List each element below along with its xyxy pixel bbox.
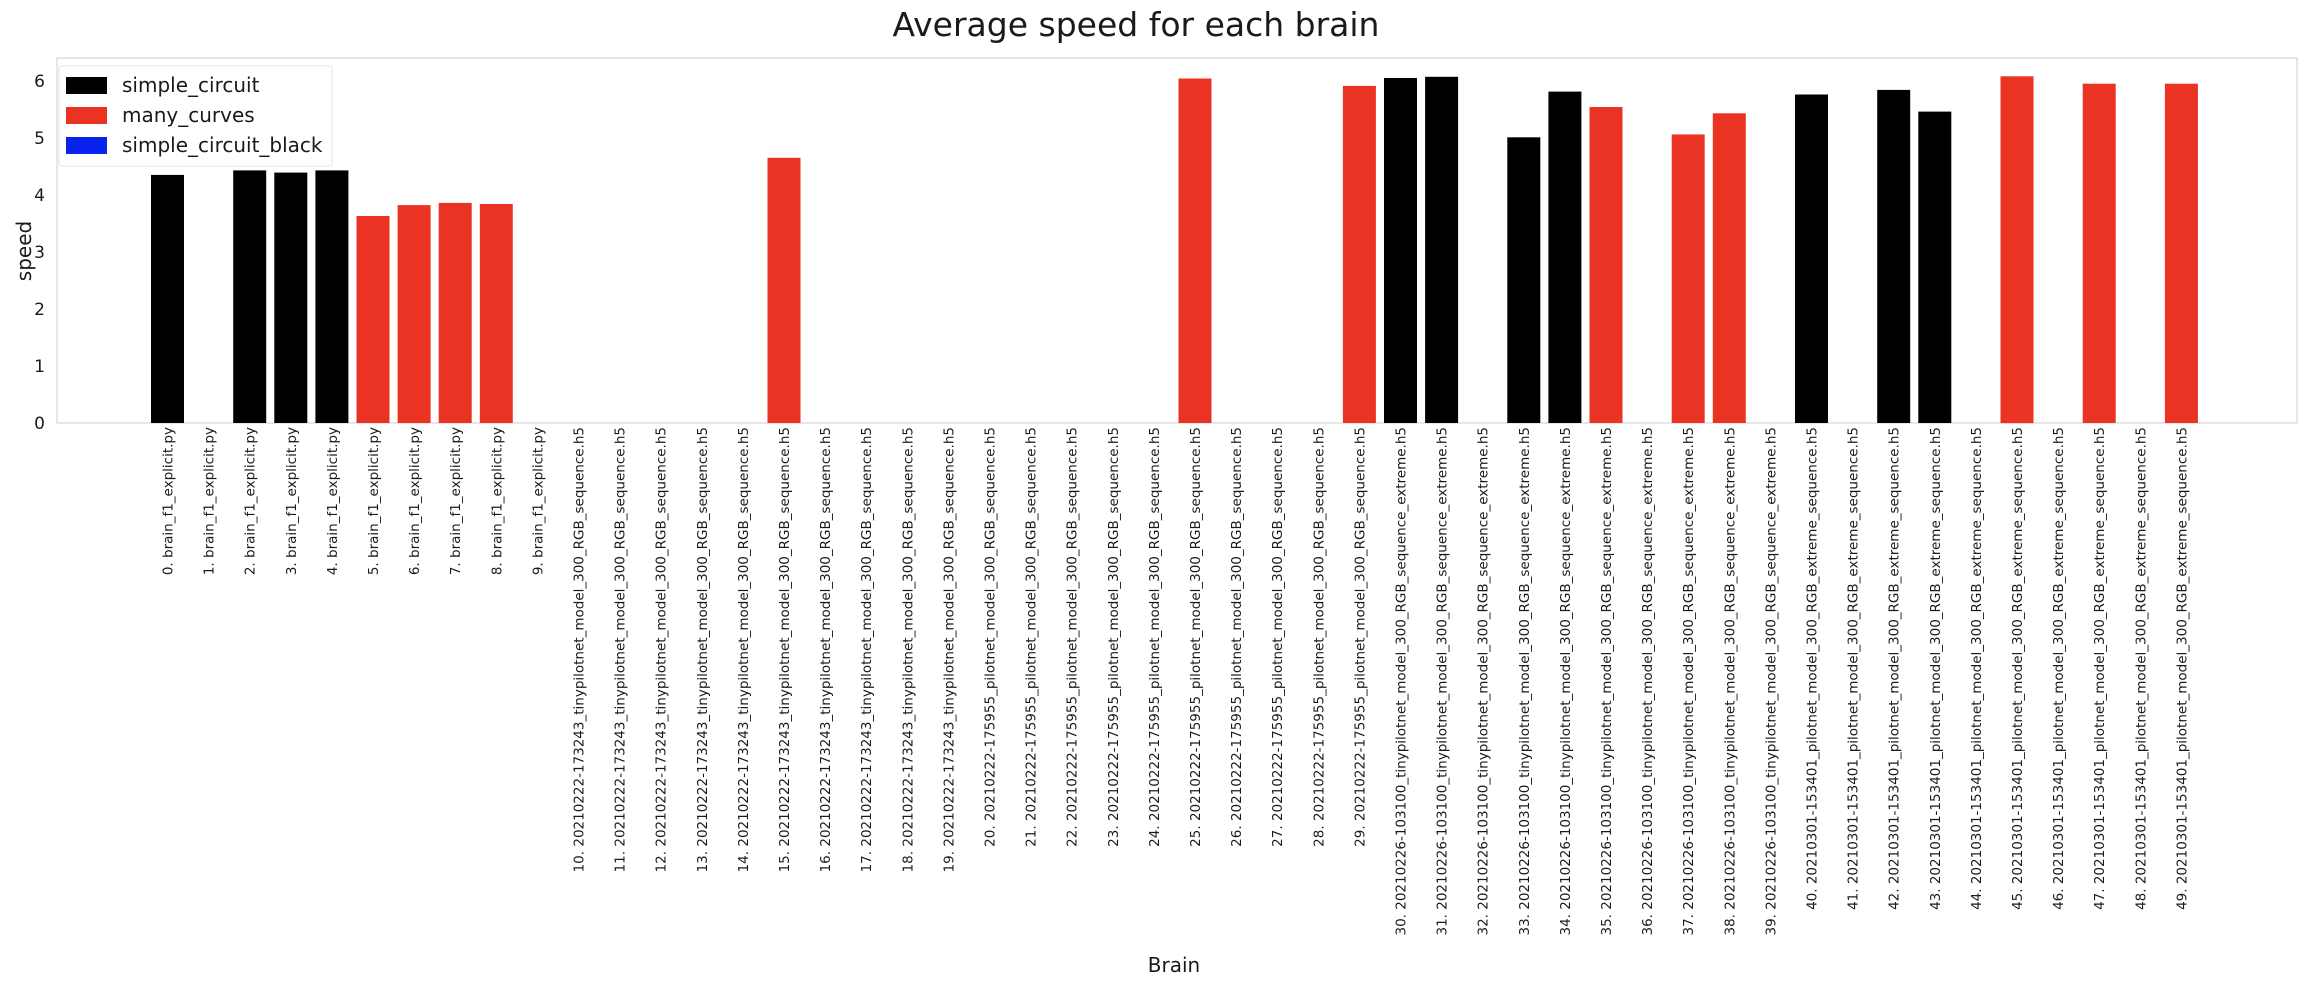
bar-37	[1671, 134, 1705, 423]
x-tick-label: 1. brain_f1_explicit.py	[202, 427, 218, 575]
x-tick-label: 21. 20210222-175955_pilotnet_model_300_R…	[1024, 427, 1040, 847]
bar-3	[274, 172, 308, 423]
y-tick-label: 5	[34, 129, 45, 149]
x-tick-label: 3. brain_f1_explicit.py	[284, 427, 300, 575]
bar-0	[151, 174, 184, 423]
bar-2	[233, 170, 267, 423]
x-axis-label: Brain	[1148, 953, 1200, 977]
x-tick-label: 24. 20210222-175955_pilotnet_model_300_R…	[1147, 427, 1163, 847]
x-tick-label: 4. brain_f1_explicit.py	[325, 427, 341, 575]
x-tick-label: 0. brain_f1_explicit.py	[161, 427, 177, 575]
x-tick-label: 37. 20210226-103100_tinypilotnet_model_3…	[1681, 427, 1697, 936]
x-tick-label: 17. 20210222-173243_tinypilotnet_model_3…	[859, 427, 875, 872]
bar-29	[1342, 85, 1376, 424]
bar-7	[438, 202, 472, 423]
x-tick-label: 47. 20210301-153401_pilotnet_model_300_R…	[2092, 427, 2108, 910]
x-tick-label: 35. 20210226-103100_tinypilotnet_model_3…	[1599, 427, 1615, 936]
bar-31	[1425, 76, 1459, 424]
bar-6	[397, 205, 431, 423]
x-tick-label: 26. 20210222-175955_pilotnet_model_300_R…	[1229, 427, 1245, 847]
x-tick-label: 42. 20210301-153401_pilotnet_model_300_R…	[1887, 427, 1903, 910]
x-tick-label: 28. 20210222-175955_pilotnet_model_300_R…	[1311, 427, 1327, 847]
x-tick-label: 36. 20210226-103100_tinypilotnet_model_3…	[1640, 427, 1656, 936]
bar-35	[1589, 107, 1623, 423]
x-tick-label: 43. 20210301-153401_pilotnet_model_300_R…	[1928, 427, 1944, 910]
x-tick-label: 8. brain_f1_explicit.py	[489, 427, 505, 575]
x-tick-label: 41. 20210301-153401_pilotnet_model_300_R…	[1846, 427, 1862, 910]
legend-box	[58, 65, 333, 167]
x-tick-label: 11. 20210222-173243_tinypilotnet_model_3…	[613, 427, 629, 872]
x-tick-label: 12. 20210222-173243_tinypilotnet_model_3…	[654, 427, 670, 872]
x-tick-label: 49. 20210301-153401_pilotnet_model_300_R…	[2174, 427, 2190, 910]
bar-15	[767, 157, 801, 424]
x-tick-label: 2. brain_f1_explicit.py	[243, 427, 259, 575]
x-tick-label: 34. 20210226-103100_tinypilotnet_model_3…	[1558, 427, 1574, 936]
plot-frame	[56, 57, 2298, 424]
x-tick-label: 44. 20210301-153401_pilotnet_model_300_R…	[1969, 427, 1985, 910]
y-tick-label: 2	[34, 300, 45, 320]
x-tick-label: 40. 20210301-153401_pilotnet_model_300_R…	[1805, 427, 1821, 910]
x-tick-label: 48. 20210301-153401_pilotnet_model_300_R…	[2133, 427, 2149, 910]
x-tick-label: 5. brain_f1_explicit.py	[366, 427, 382, 575]
x-tick-label: 27. 20210222-175955_pilotnet_model_300_R…	[1270, 427, 1286, 847]
plot-area: 0 1 2 3 4 5 6 0. brain_f1_explicit.py 1. brain_f…	[34, 57, 2298, 936]
chart-title: Average speed for each brain	[893, 5, 1380, 44]
y-tick-label: 6	[34, 72, 45, 92]
bar-43	[1918, 111, 1952, 423]
bar-45	[2000, 76, 2034, 424]
x-tick-label: 9. brain_f1_explicit.py	[530, 427, 546, 575]
legend-swatch-simple_circuit	[66, 77, 107, 94]
y-tick-label: 4	[34, 186, 45, 206]
x-tick-label: 39. 20210226-103100_tinypilotnet_model_3…	[1763, 427, 1779, 936]
x-tick-label: 45. 20210301-153401_pilotnet_model_300_R…	[2010, 427, 2026, 910]
x-tick-label: 23. 20210222-175955_pilotnet_model_300_R…	[1106, 427, 1122, 847]
bar-49	[2164, 83, 2198, 423]
x-tick-label: 32. 20210226-103100_tinypilotnet_model_3…	[1476, 427, 1492, 936]
bar-30	[1384, 78, 1417, 423]
legend-swatch-simple_circuit_black	[66, 137, 107, 154]
bar-47	[2082, 83, 2116, 423]
bar-42	[1877, 89, 1911, 424]
bar-34	[1548, 91, 1582, 423]
y-tick-label: 1	[34, 357, 45, 377]
bar-8	[479, 204, 513, 423]
x-tick-label: 25. 20210222-175955_pilotnet_model_300_R…	[1188, 427, 1204, 847]
bar-40	[1795, 94, 1828, 423]
x-tick-label: 14. 20210222-173243_tinypilotnet_model_3…	[736, 427, 752, 872]
x-tick-label: 38. 20210226-103100_tinypilotnet_model_3…	[1722, 427, 1738, 936]
legend: simple_circuit many_curves simple_circuit_…	[58, 65, 333, 167]
x-tick-label: 29. 20210222-175955_pilotnet_model_300_R…	[1352, 427, 1368, 847]
x-tick-label: 33. 20210226-103100_tinypilotnet_model_3…	[1517, 427, 1533, 936]
x-tick-label: 22. 20210222-175955_pilotnet_model_300_R…	[1065, 427, 1081, 847]
bar-33	[1507, 137, 1541, 424]
x-tick-label: 20. 20210222-175955_pilotnet_model_300_R…	[983, 427, 999, 847]
legend-swatch-many_curves	[66, 107, 107, 124]
y-tick-label: 0	[34, 414, 45, 434]
bar-5	[356, 216, 390, 423]
bar-25	[1178, 78, 1212, 423]
x-tick-label: 19. 20210222-173243_tinypilotnet_model_3…	[941, 427, 957, 872]
x-tick-label: 31. 20210226-103100_tinypilotnet_model_3…	[1435, 427, 1451, 936]
x-tick-label: 18. 20210222-173243_tinypilotnet_model_3…	[900, 427, 916, 872]
bar-38	[1712, 113, 1746, 424]
x-tick-label: 15. 20210222-173243_tinypilotnet_model_3…	[777, 427, 793, 872]
legend-label-many_curves: many_curves	[122, 103, 255, 127]
y-tick-label: 3	[34, 243, 45, 263]
y-axis-label: speed	[12, 221, 36, 281]
x-tick-label: 30. 20210226-103100_tinypilotnet_model_3…	[1394, 427, 1410, 936]
x-tick-label: 13. 20210222-173243_tinypilotnet_model_3…	[695, 427, 711, 872]
x-tick-label: 46. 20210301-153401_pilotnet_model_300_R…	[2051, 427, 2067, 910]
x-tick-label: 6. brain_f1_explicit.py	[407, 427, 423, 575]
x-tick-label: 16. 20210222-173243_tinypilotnet_model_3…	[818, 427, 834, 872]
x-tick-label: 10. 20210222-173243_tinypilotnet_model_3…	[572, 427, 588, 872]
bar-4	[315, 170, 349, 423]
legend-label-simple_circuit: simple_circuit	[122, 73, 260, 97]
legend-label-simple_circuit_black: simple_circuit_black	[122, 133, 323, 157]
x-tick-label: 7. brain_f1_explicit.py	[448, 427, 464, 575]
